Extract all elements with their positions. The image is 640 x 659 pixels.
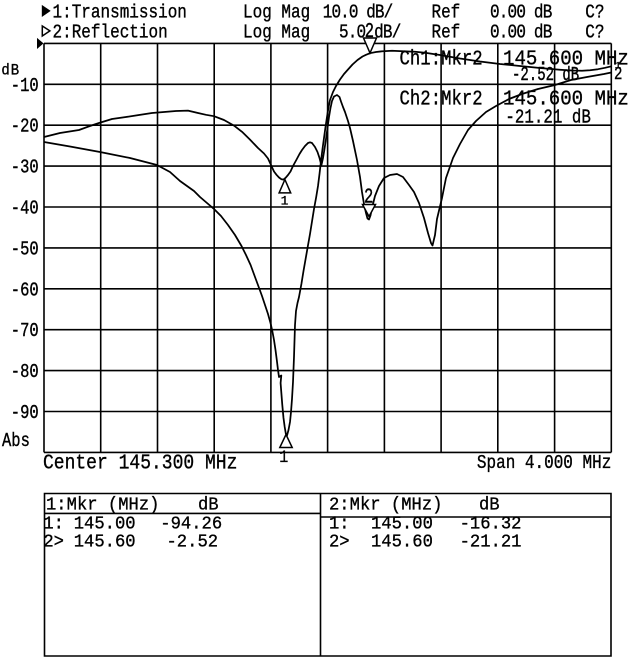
svg-text:145.600 MHz: 145.600 MHz [503,48,629,72]
svg-text:-60: -60 [11,280,39,302]
svg-text:Ch2:Mkr2: Ch2:Mkr2 [400,87,483,111]
svg-text:1:Mkr (MHz): 1:Mkr (MHz) [46,495,160,516]
svg-text:-21.21 dB: -21.21 dB [505,107,591,129]
svg-text:Abs: Abs [2,430,30,452]
svg-text:Ref: Ref [432,22,461,44]
svg-text:2: 2 [364,185,373,209]
svg-text:-30: -30 [11,157,39,179]
svg-text:145.60: 145.60 [74,532,136,553]
svg-text:-94.26: -94.26 [160,514,222,535]
svg-text:1: 1 [281,193,289,208]
svg-text:1:: 1: [43,514,64,535]
svg-text:145.00: 145.00 [371,514,433,535]
svg-text:2>: 2> [43,532,64,553]
svg-text:5.0 dB/: 5.0 dB/ [339,22,401,44]
svg-text:-90: -90 [11,402,39,424]
svg-text:145.00: 145.00 [74,514,136,535]
svg-text:2: 2 [614,64,622,84]
svg-text:0.00 dB: 0.00 dB [490,2,552,24]
svg-text:-10: -10 [11,75,39,97]
svg-text:1:Transmission: 1:Transmission [53,2,187,24]
svg-text:-21.21: -21.21 [460,532,522,553]
svg-text:-40: -40 [11,198,39,220]
svg-text:Log Mag: Log Mag [243,2,310,24]
svg-text:-80: -80 [11,362,39,384]
svg-text:C?: C? [585,2,604,24]
svg-text:2>: 2> [329,532,350,553]
svg-text:2: 2 [365,20,374,44]
svg-text:0.00 dB: 0.00 dB [490,22,552,44]
svg-text:dB: dB [198,495,219,516]
svg-text:-70: -70 [11,321,39,343]
svg-text:145.600 MHz: 145.600 MHz [503,88,629,112]
svg-text:10.0 dB/: 10.0 dB/ [323,2,393,24]
svg-text:2:Reflection: 2:Reflection [53,22,168,44]
svg-text:-20: -20 [11,116,39,138]
svg-text:Center 145.300 MHz: Center 145.300 MHz [43,451,237,475]
svg-text:1:: 1: [329,514,350,535]
svg-text:-2.52 dB: -2.52 dB [512,65,579,87]
svg-text:-2.52: -2.52 [167,532,219,553]
svg-text:Span 4.000 MHz: Span 4.000 MHz [477,452,611,474]
svg-text:2:Mkr (MHz): 2:Mkr (MHz) [329,495,443,516]
svg-text:dB: dB [479,495,500,516]
svg-text:1: 1 [615,60,622,71]
svg-text:1: 1 [279,447,288,468]
svg-text:-50: -50 [11,239,39,261]
svg-text:Ch1:Mkr2: Ch1:Mkr2 [400,47,483,71]
svg-text:Ref: Ref [432,2,461,24]
svg-text:dB: dB [1,63,19,80]
svg-text:Log Mag: Log Mag [243,22,310,44]
svg-text:-16.32: -16.32 [460,514,522,535]
svg-text:C?: C? [585,22,604,44]
svg-text:145.60: 145.60 [371,532,433,553]
